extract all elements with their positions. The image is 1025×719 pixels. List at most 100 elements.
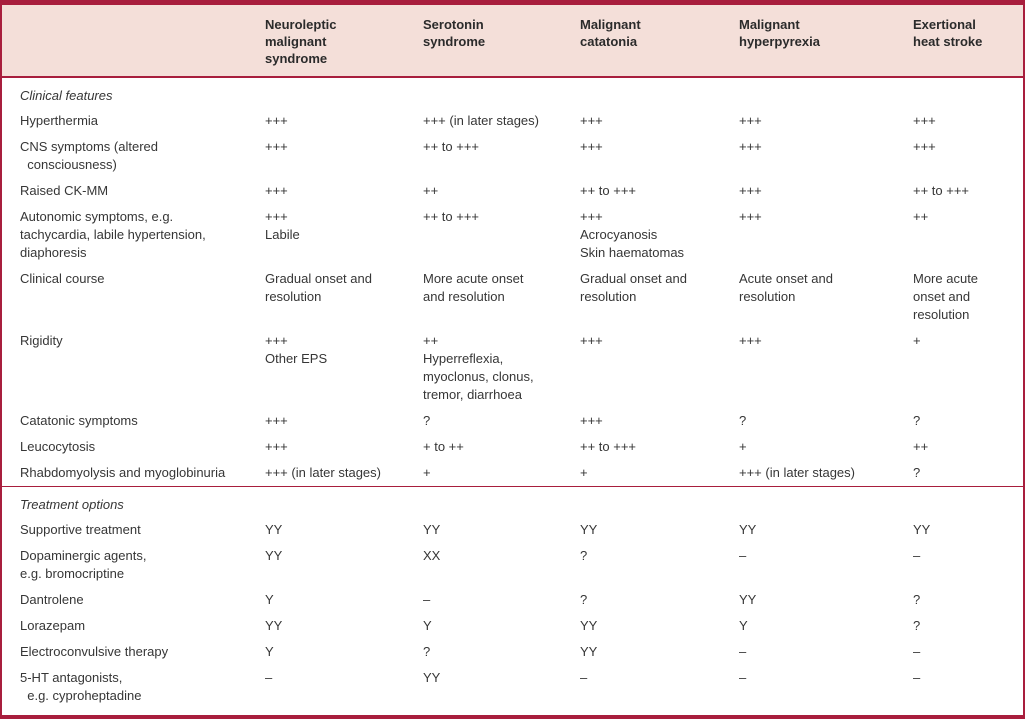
cell-value: – (265, 670, 273, 685)
cell-value: ? (913, 618, 921, 633)
table-row: CNS symptoms (altered consciousness) +++ +… (2, 134, 1023, 178)
cell-value: ? (739, 413, 747, 428)
cell-value: – (739, 670, 747, 685)
cell-value: ++ (423, 183, 439, 198)
cell-value: +++ (739, 333, 762, 348)
cell-value: +++ (in later stages) (423, 113, 539, 128)
cell-value: Y (265, 592, 274, 607)
feature-label: Raised CK-MM (20, 183, 109, 198)
cell-value: – (739, 644, 747, 659)
section-title: Treatment options (20, 497, 124, 512)
cell-value: – (913, 670, 921, 685)
cell-value: ++ to +++ (423, 139, 480, 154)
cell-value: ++ to +++ (423, 209, 480, 224)
cell-value: More acute onset and resolution (913, 271, 979, 322)
feature-label: Autonomic symptoms, e.g. tachycardia, la… (20, 209, 206, 260)
table-row: Raised CK-MM +++ ++ ++ to +++ +++ ++ to +++ (2, 178, 1023, 204)
cell-value: ++ (913, 209, 929, 224)
cell-value: – (423, 592, 431, 607)
cell-value: +++ (580, 333, 603, 348)
cell-value: YY (580, 644, 598, 659)
cell-value: +++ (913, 139, 936, 154)
table-row: Clinical course Gradual onset and resolut… (2, 266, 1023, 328)
cell-value: + (913, 333, 921, 348)
cell-value: +++ (265, 413, 288, 428)
cell-value: + (580, 465, 588, 480)
cell-value: Y (739, 618, 748, 633)
cell-value: YY (265, 548, 283, 563)
table-row: Dantrolene Y –? YY? (2, 587, 1023, 613)
cell-value: ? (423, 644, 431, 659)
feature-label: Leucocytosis (20, 439, 96, 454)
table-row: Dopaminergic agents, e.g. bromocriptine Y… (2, 543, 1023, 587)
cell-value: +++ (in later stages) (265, 465, 381, 480)
cell-value: YY (580, 522, 598, 537)
cell-value: – (739, 548, 747, 563)
cell-value: +++ (580, 113, 603, 128)
cell-value: ++ to +++ (580, 439, 637, 454)
cell-value: ? (423, 413, 431, 428)
table-row: Hyperthermia +++ +++ (in later stages) +++ +… (2, 108, 1023, 134)
cell-value: YY (913, 522, 931, 537)
column-header: Malignant hyperpyrexia (739, 17, 820, 49)
table-row: Rhabdomyolysis and myoglobinuria +++ (in … (2, 460, 1023, 486)
feature-label: Dopaminergic agents, e.g. bromocriptine (20, 548, 147, 581)
feature-label: Dantrolene (20, 592, 84, 607)
feature-label: Supportive treatment (20, 522, 141, 537)
cell-value: YY (739, 522, 757, 537)
feature-label: Electroconvulsive therapy (20, 644, 169, 659)
cell-value: +++ (580, 413, 603, 428)
cell-value: Gradual onset and resolution (580, 271, 687, 304)
feature-label: Catatonic symptoms (20, 413, 138, 428)
table-row: Autonomic symptoms, e.g. tachycardia, la… (2, 204, 1023, 266)
cell-value: +++ (739, 209, 762, 224)
cell-value: + (739, 439, 747, 454)
cell-value: XX (423, 548, 441, 563)
feature-label: Hyperthermia (20, 113, 99, 128)
table-row: Supportive treatment YY YY YY YY YY (2, 517, 1023, 543)
column-header: Malignant catatonia (580, 17, 641, 49)
cell-value: YY (423, 670, 441, 685)
cell-value: +++ (265, 139, 288, 154)
feature-label: 5-HT antagonists, e.g. cyproheptadine (20, 670, 142, 703)
cell-value: +++ (265, 183, 288, 198)
feature-label: CNS symptoms (altered consciousness) (20, 139, 158, 172)
cell-value: YY (580, 618, 598, 633)
cell-value: Y (265, 644, 274, 659)
table-header-row: Neuroleptic malignant syndrome Serotonin … (2, 5, 1023, 78)
cell-value: +++ (265, 439, 288, 454)
cell-value: +++ (580, 139, 603, 154)
cell-value: +++ Other EPS (265, 333, 328, 366)
cell-value: +++ (739, 139, 762, 154)
feature-column-header (20, 16, 265, 67)
cell-value: YY (265, 618, 283, 633)
cell-value: + (423, 465, 431, 480)
table-body: Clinical features Hyperthermia +++ +++ (in … (2, 78, 1023, 709)
feature-label: Lorazepam (20, 618, 86, 633)
table-section: Clinical features Hyperthermia +++ +++ (in … (2, 78, 1023, 486)
cell-value: ? (913, 465, 921, 480)
feature-label: Clinical course (20, 271, 105, 286)
cell-value: ++ (913, 439, 929, 454)
cell-value: YY (739, 592, 757, 607)
cell-value: – (913, 548, 921, 563)
column-header: Exertional heat stroke (913, 17, 983, 49)
cell-value: ? (580, 592, 588, 607)
table-row: 5-HT antagonists, e.g. cyproheptadine – YY… (2, 665, 1023, 709)
table-row: Rigidity +++ Other EPS ++ Hyperreflexia, m… (2, 328, 1023, 408)
section-title: Clinical features (20, 88, 113, 103)
cell-value: ? (913, 592, 921, 607)
cell-value: +++ (739, 113, 762, 128)
table-row: Electroconvulsive therapy Y? YY – – (2, 639, 1023, 665)
cell-value: ? (580, 548, 588, 563)
cell-value: – (913, 644, 921, 659)
feature-label: Rhabdomyolysis and myoglobinuria (20, 465, 226, 480)
cell-value: +++ Labile (265, 209, 300, 242)
cell-value: ++ to +++ (580, 183, 637, 198)
column-header: Serotonin syndrome (423, 17, 486, 49)
feature-label: Rigidity (20, 333, 63, 348)
cell-value: YY (265, 522, 283, 537)
cell-value: More acute onset and resolution (423, 271, 524, 304)
column-header: Neuroleptic malignant syndrome (265, 17, 337, 66)
